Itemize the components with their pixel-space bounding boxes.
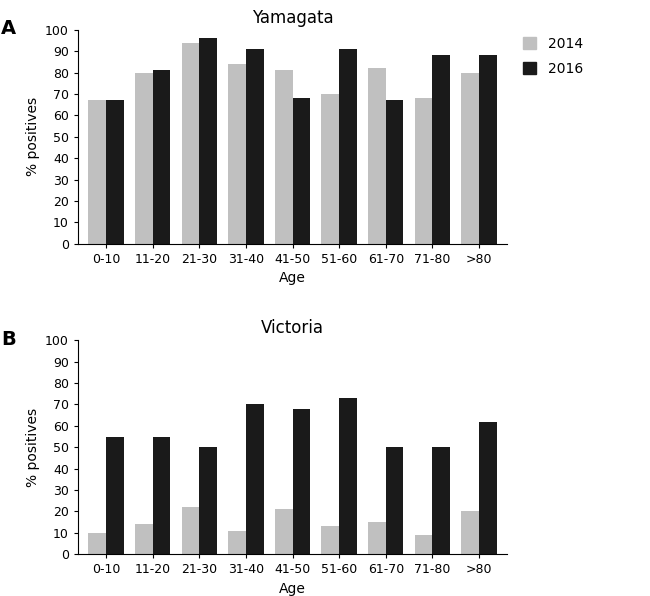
Bar <box>106 436 124 554</box>
Bar <box>228 64 246 244</box>
Bar <box>228 530 246 554</box>
Bar <box>135 73 153 244</box>
Bar <box>432 447 450 554</box>
Title: Victoria: Victoria <box>261 319 324 337</box>
Bar <box>246 405 264 554</box>
Bar <box>246 49 264 244</box>
Bar <box>153 436 170 554</box>
Bar <box>368 69 385 244</box>
Bar <box>368 522 385 554</box>
Bar <box>292 409 310 554</box>
Bar <box>106 101 124 244</box>
Bar <box>462 73 479 244</box>
Bar <box>200 38 217 244</box>
X-axis label: Age: Age <box>279 582 306 596</box>
Legend: 2014, 2016: 2014, 2016 <box>523 37 583 76</box>
Bar <box>462 511 479 554</box>
Bar <box>135 524 153 554</box>
Y-axis label: % positives: % positives <box>25 408 40 487</box>
Bar <box>339 49 357 244</box>
Bar <box>88 533 106 554</box>
Bar <box>385 447 404 554</box>
Text: B: B <box>1 330 16 349</box>
Bar <box>385 101 404 244</box>
Title: Yamagata: Yamagata <box>252 9 333 27</box>
Bar <box>415 535 432 554</box>
Bar <box>181 507 200 554</box>
Bar <box>153 70 170 244</box>
Bar <box>432 55 450 244</box>
Bar <box>200 447 217 554</box>
Bar <box>339 398 357 554</box>
Bar <box>479 55 497 244</box>
Y-axis label: % positives: % positives <box>25 97 40 176</box>
X-axis label: Age: Age <box>279 271 306 285</box>
Bar <box>479 421 497 554</box>
Bar <box>415 98 432 244</box>
Bar <box>321 94 339 244</box>
Bar <box>275 510 292 554</box>
Text: A: A <box>1 19 16 38</box>
Bar <box>321 526 339 554</box>
Bar <box>275 70 292 244</box>
Bar <box>181 43 200 244</box>
Bar <box>292 98 310 244</box>
Bar <box>88 101 106 244</box>
